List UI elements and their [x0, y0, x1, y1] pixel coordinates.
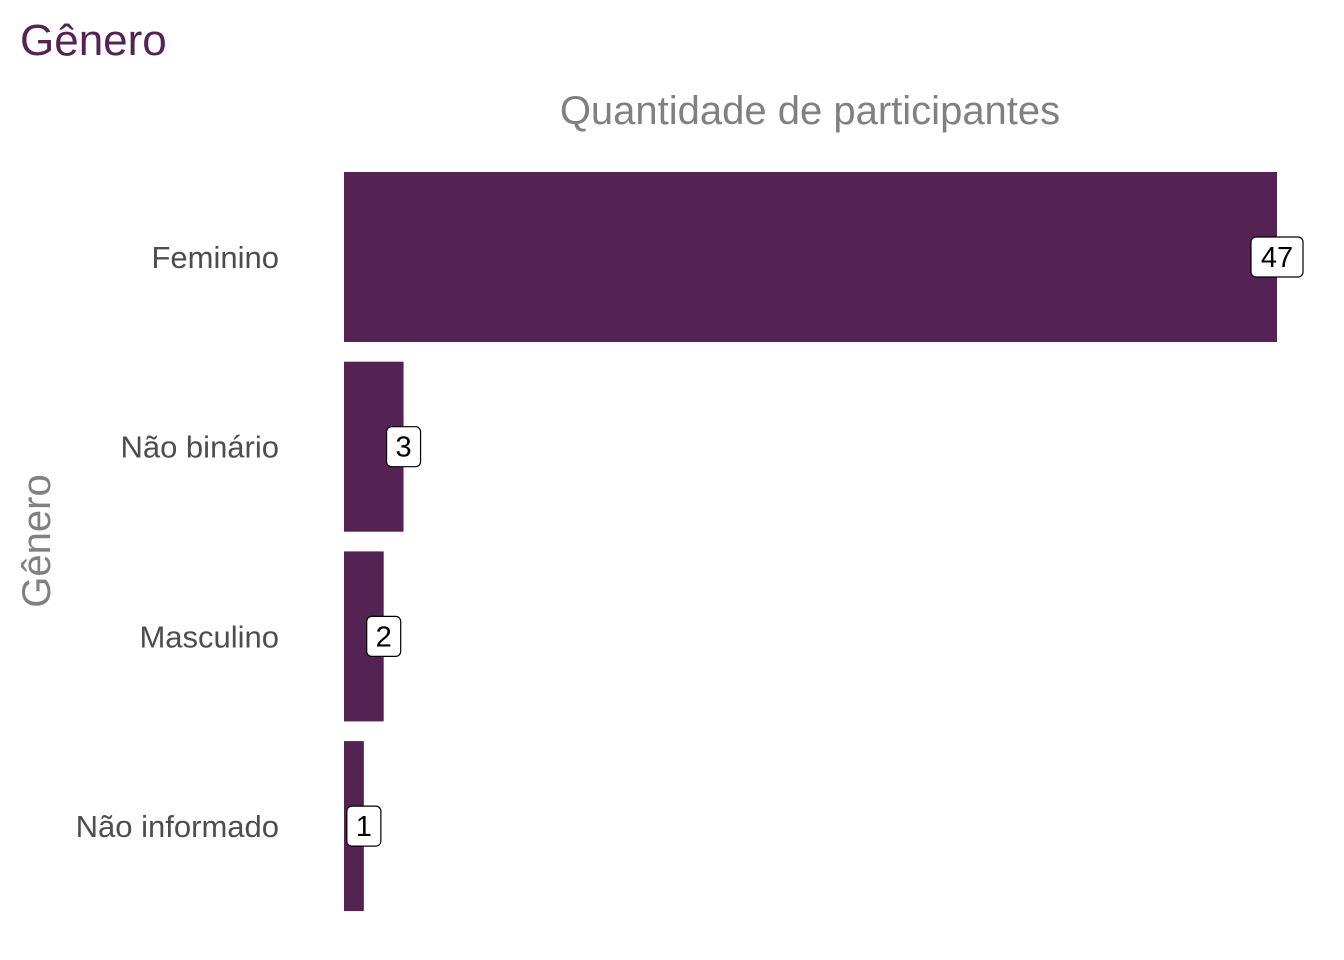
data-label-box [1250, 236, 1304, 278]
y-tick-label: Masculino [139, 619, 279, 654]
data-labels-layer: 47 3 2 1 [346, 236, 1304, 847]
data-label-box [366, 615, 402, 658]
y-axis-title: Gênero [15, 474, 59, 607]
y-tick-label: Não informado [76, 809, 279, 844]
data-label-box [385, 426, 422, 468]
data-label-2: 2 [366, 615, 402, 658]
data-label-0: 47 [1250, 236, 1304, 278]
data-label-3: 1 [346, 805, 382, 847]
y-tick-label: Não binário [120, 430, 279, 465]
y-tick-label: Feminino [152, 240, 280, 275]
data-label-text: 3 [395, 432, 411, 464]
data-label-text: 47 [1261, 242, 1293, 274]
y-tick-labels-layer: Feminino Não binário Masculino Não informad… [76, 240, 279, 844]
data-label-text: 1 [356, 811, 372, 843]
x-axis-title: Quantidade de participantes [560, 89, 1060, 133]
data-label-box [346, 805, 382, 847]
chart-title: Gênero [20, 16, 167, 65]
bar-0 [344, 172, 1277, 342]
data-label-text: 2 [376, 621, 392, 653]
bars-layer [344, 172, 1277, 912]
data-label-1: 3 [385, 426, 422, 468]
